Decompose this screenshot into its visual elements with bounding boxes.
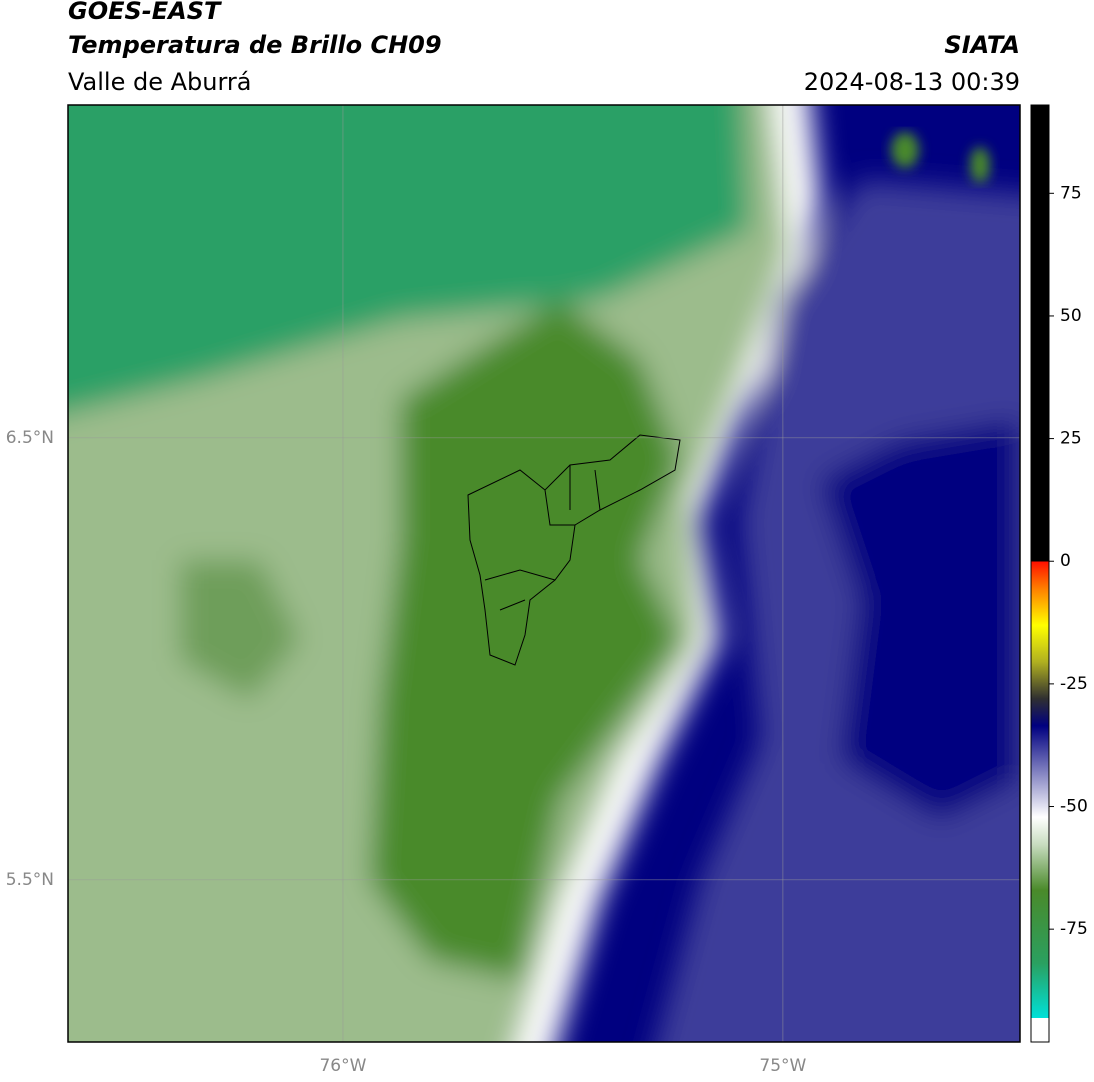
datetime: 2024-08-13 00:39 xyxy=(804,68,1020,96)
colorbar-tick-label: 25 xyxy=(1060,429,1082,449)
colorbar-under xyxy=(1031,1018,1049,1042)
title: GOES-EAST xyxy=(68,0,222,25)
colorbar-tick-label: 75 xyxy=(1060,183,1082,203)
lat-label: 5.5°N xyxy=(6,870,54,890)
colorbar-tick-label: 50 xyxy=(1060,306,1082,326)
colorbar-tick-label: 0 xyxy=(1060,551,1071,571)
colorbar-frame xyxy=(1030,104,1050,1043)
region: Valle de Aburrá xyxy=(68,68,252,96)
municipal-borders xyxy=(467,434,681,666)
lon-label: 75°W xyxy=(759,1056,806,1076)
colorbar xyxy=(1031,105,1049,1018)
colorbar-tick-label: -75 xyxy=(1060,919,1088,939)
colorbar-tick-label: -50 xyxy=(1060,797,1088,817)
lon-label: 76°W xyxy=(319,1056,366,1076)
source: SIATA xyxy=(944,31,1020,59)
subtitle: Temperatura de Brillo CH09 xyxy=(68,31,442,59)
colorbar-tick-label: -25 xyxy=(1060,674,1088,694)
lat-label: 6.5°N xyxy=(6,428,54,448)
graticule xyxy=(68,105,1020,1042)
map-frame xyxy=(67,104,1021,1043)
